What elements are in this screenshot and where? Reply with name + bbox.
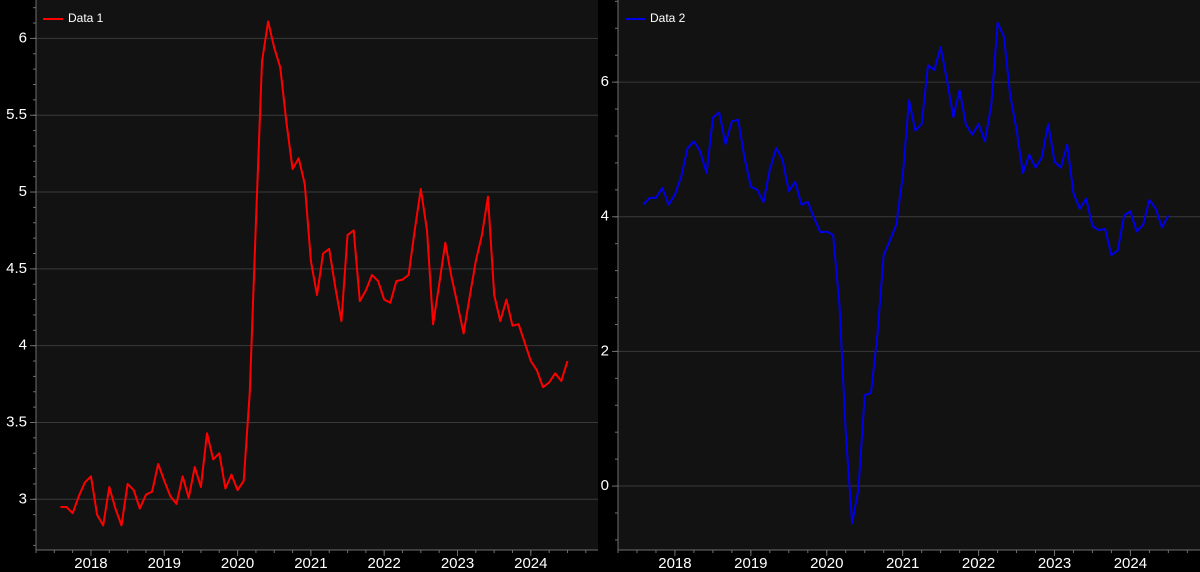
chart-panel-2: 0 2 4 6 2018 2019 2020 2021 2022 2023 2024 Data 2 — [601, 0, 1200, 572]
x-tick-label: 2019 — [148, 555, 181, 572]
x-tick-label: 2021 — [294, 555, 327, 572]
x-tick-label: 2023 — [1038, 555, 1071, 572]
y-tick-label: 5.5 — [6, 106, 27, 123]
y-tick-label: 0 — [601, 477, 609, 494]
y-tick-label: 3.5 — [6, 413, 27, 430]
y-tick-label: 4 — [19, 337, 27, 354]
y-tick-label: 2 — [601, 342, 609, 359]
x-tick-label: 2023 — [441, 555, 474, 572]
y-tick-label: 4.5 — [6, 260, 27, 277]
x-tick-label: 2019 — [734, 555, 767, 572]
y-tick-label: 5 — [19, 183, 27, 200]
legend-label: Data 1 — [68, 11, 104, 25]
legend-label: Data 2 — [650, 11, 686, 25]
y-tick-label: 6 — [19, 29, 27, 46]
x-tick-label: 2018 — [74, 555, 107, 572]
y-tick-label: 3 — [19, 490, 27, 507]
x-tick-label: 2018 — [658, 555, 691, 572]
x-tick-label: 2021 — [886, 555, 919, 572]
x-tick-label: 2020 — [221, 555, 254, 572]
plot-area — [36, 0, 598, 550]
y-tick-label: 6 — [601, 73, 609, 90]
series-line — [60, 20, 569, 527]
x-tick-label: 2024 — [514, 555, 547, 572]
x-tick-label: 2022 — [368, 555, 401, 572]
plot-area — [618, 0, 1200, 550]
x-tick-label: 2024 — [1114, 555, 1147, 572]
x-tick-label: 2022 — [962, 555, 995, 572]
series-line — [642, 21, 1170, 525]
y-tick-label: 4 — [601, 208, 609, 225]
chart-panel-1: 3 3.5 4 4.5 5 5.5 6 2018 2019 2020 2021 2022 2023 202… — [6, 0, 598, 572]
x-tick-label: 2020 — [810, 555, 843, 572]
